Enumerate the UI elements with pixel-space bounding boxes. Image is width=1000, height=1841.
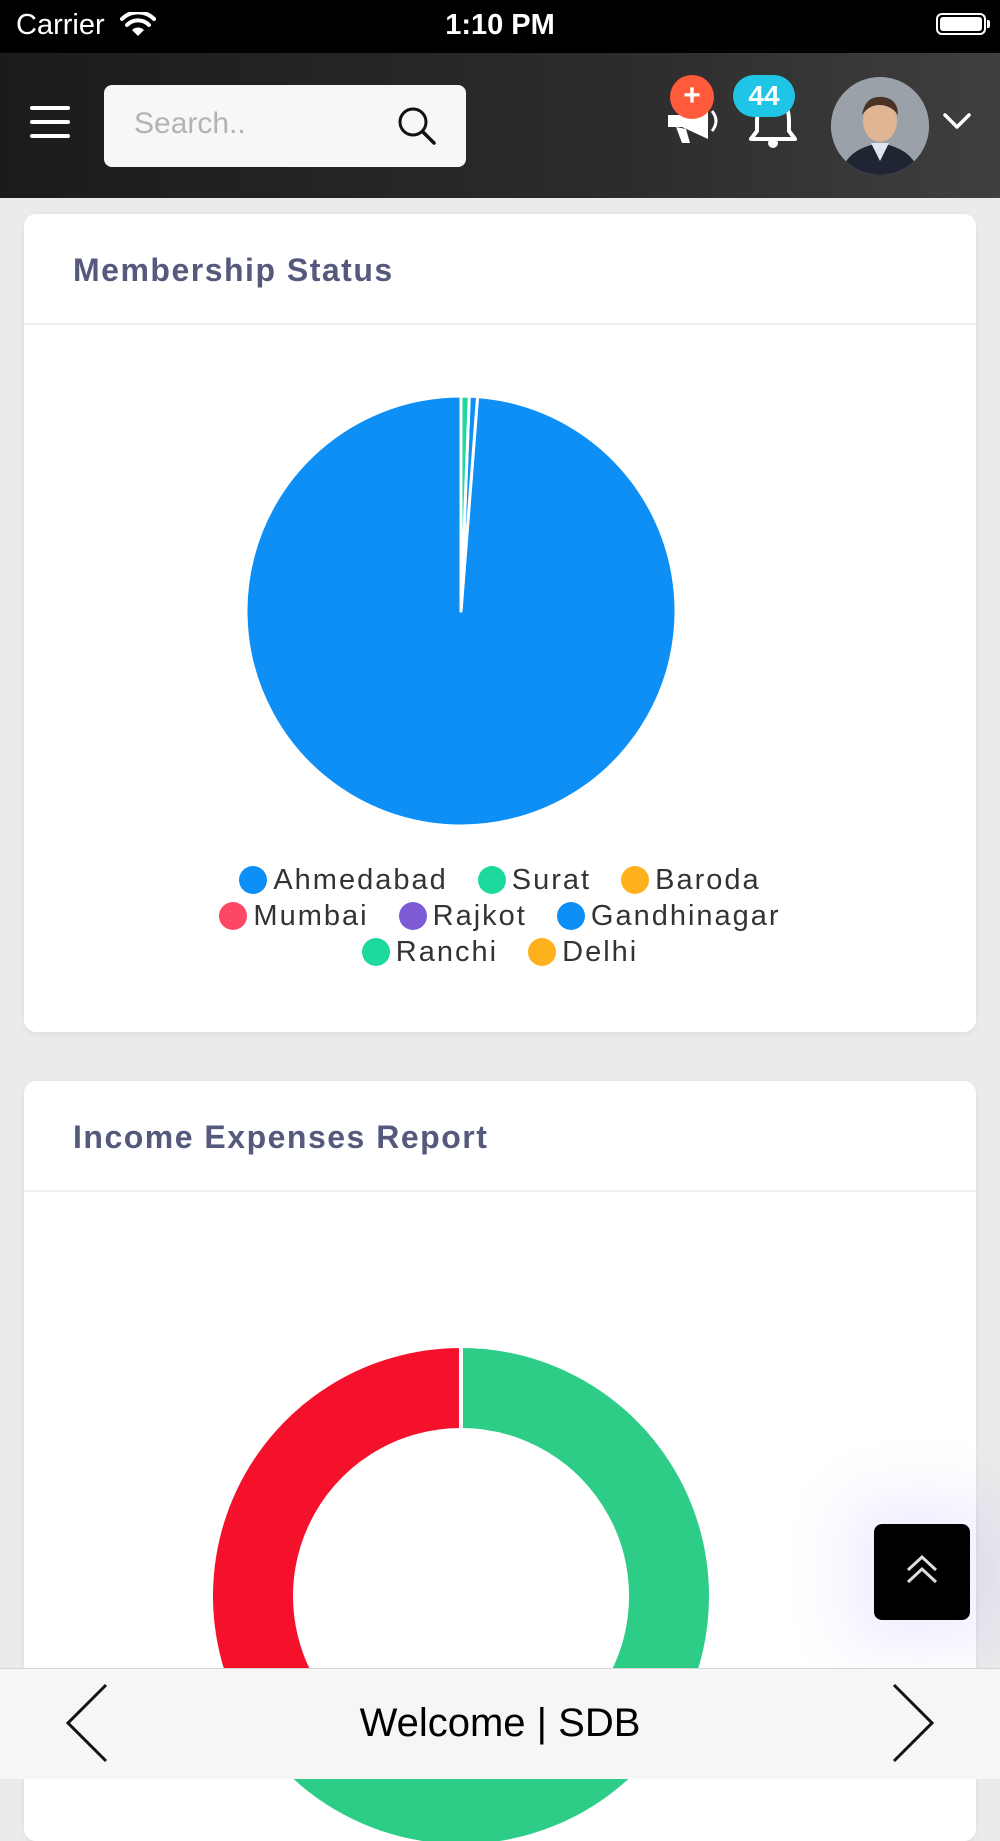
notification-count-badge: 44 bbox=[733, 75, 795, 117]
chevron-down-icon[interactable] bbox=[942, 111, 972, 131]
legend-item[interactable]: Baroda bbox=[621, 862, 761, 898]
legend-dot bbox=[621, 866, 650, 894]
hamburger-icon[interactable] bbox=[30, 106, 70, 140]
legend-dot bbox=[219, 902, 248, 930]
legend-item[interactable]: Delhi bbox=[528, 934, 638, 970]
wifi-icon bbox=[120, 12, 156, 36]
legend-item[interactable]: Gandhinagar bbox=[556, 898, 781, 934]
card-title: Income Expenses Report bbox=[73, 1119, 489, 1155]
legend-dot bbox=[239, 866, 268, 894]
legend-item[interactable]: Mumbai bbox=[219, 898, 368, 934]
divider bbox=[24, 1190, 976, 1192]
search-input[interactable]: Search.. bbox=[104, 85, 466, 167]
double-chevron-up-icon bbox=[906, 1554, 938, 1584]
chevron-left-icon[interactable] bbox=[62, 1681, 112, 1765]
announcement-badge: + bbox=[670, 75, 714, 119]
search-icon[interactable] bbox=[396, 105, 438, 147]
membership-pie-chart bbox=[244, 394, 678, 828]
bottom-nav-bar: Welcome | SDB bbox=[0, 1668, 1000, 1779]
legend-row: Ahmedabad Surat Baroda bbox=[24, 862, 976, 898]
scroll-to-top-button[interactable] bbox=[874, 1524, 970, 1620]
search-placeholder: Search.. bbox=[134, 107, 246, 140]
legend-item[interactable]: Ahmedabad bbox=[239, 862, 447, 898]
legend-dot bbox=[361, 938, 390, 966]
donut-slice-expenses[interactable] bbox=[209, 1343, 463, 1759]
legend-dot bbox=[528, 938, 557, 966]
battery-icon bbox=[936, 13, 990, 35]
legend-dot bbox=[556, 902, 585, 930]
status-bar: Carrier 1:10 PM bbox=[0, 0, 1000, 53]
app-header: Search.. + 44 bbox=[0, 53, 1000, 198]
chart-legend: Ahmedabad Surat Baroda Mumbai Rajkot Gan… bbox=[24, 862, 976, 970]
card-title: Membership Status bbox=[73, 252, 394, 288]
avatar[interactable] bbox=[831, 77, 929, 175]
legend-dot bbox=[477, 866, 506, 894]
legend-row: Ranchi Delhi bbox=[24, 934, 976, 970]
chevron-right-icon[interactable] bbox=[888, 1681, 938, 1765]
clock: 1:10 PM bbox=[445, 9, 555, 41]
legend-item[interactable]: Rajkot bbox=[398, 898, 527, 934]
legend-dot bbox=[398, 902, 427, 930]
legend-item[interactable]: Ranchi bbox=[361, 934, 498, 970]
divider bbox=[24, 323, 976, 325]
page-title: Welcome | SDB bbox=[359, 1701, 641, 1745]
pie-slice-ranchi[interactable] bbox=[459, 394, 471, 613]
legend-row: Mumbai Rajkot Gandhinagar bbox=[24, 898, 976, 934]
membership-status-card: Membership Status Ahmedabad Surat Baroda… bbox=[24, 214, 976, 1032]
carrier-label: Carrier bbox=[16, 9, 105, 41]
legend-item[interactable]: Surat bbox=[477, 862, 591, 898]
